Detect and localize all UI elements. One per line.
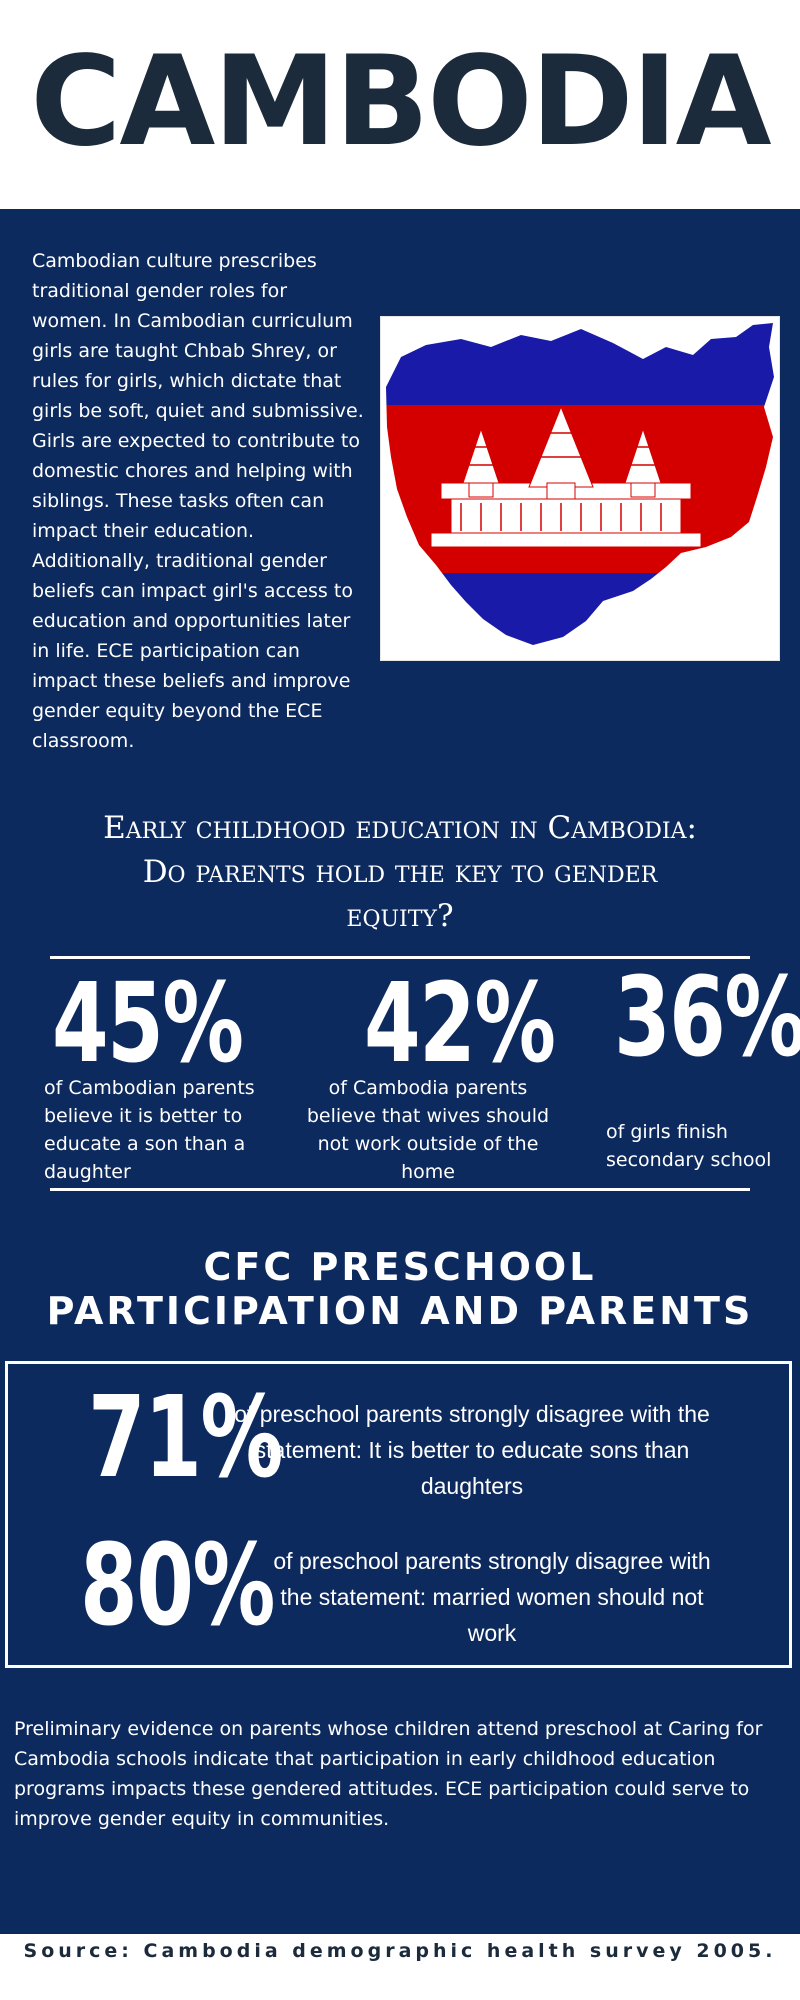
divider-bottom	[50, 1188, 750, 1191]
stat-text-1: of Cambodian parents believe it is bette…	[44, 1077, 255, 1183]
headline-line-3: equity?	[346, 898, 454, 934]
cfc-value-2: 80%	[80, 1521, 275, 1651]
stat-text-2: of Cambodia parents believe that wives s…	[306, 1077, 550, 1183]
cfc-title-line-1: CFC PRESCHOOL	[203, 1245, 597, 1289]
cfc-title: CFC PRESCHOOL PARTICIPATION AND PARENTS	[20, 1245, 780, 1333]
stat-text-3: of girls finish secondary school	[606, 1121, 772, 1171]
headline-line-1: Early childhood education in Cambodia:	[103, 810, 697, 846]
headline: Early childhood education in Cambodia: D…	[20, 806, 780, 938]
divider-top	[50, 956, 750, 959]
source-citation: Source: Cambodia demographic health surv…	[23, 1940, 777, 1962]
cfc-text-2: of preschool parents strongly disagree w…	[273, 1548, 711, 1646]
intro-paragraph: Cambodian culture prescribes traditional…	[32, 250, 364, 752]
headline-line-2: Do parents hold the key to gender	[142, 854, 658, 890]
stat-value-3: 36%	[614, 953, 800, 1081]
cfc-value-1: 71%	[88, 1373, 283, 1503]
cfc-title-line-2: PARTICIPATION AND PARENTS	[46, 1289, 754, 1333]
conclusion-paragraph: Preliminary evidence on parents whose ch…	[14, 1718, 763, 1830]
page-title: CAMBODIA	[30, 30, 771, 174]
stat-value-1: 45%	[52, 959, 244, 1087]
cfc-text-1: of preschool parents strongly disagree w…	[234, 1401, 710, 1499]
cambodia-map-flag-icon	[380, 316, 780, 661]
stat-value-2: 42%	[364, 959, 556, 1087]
cfc-stats-box	[5, 1361, 792, 1668]
